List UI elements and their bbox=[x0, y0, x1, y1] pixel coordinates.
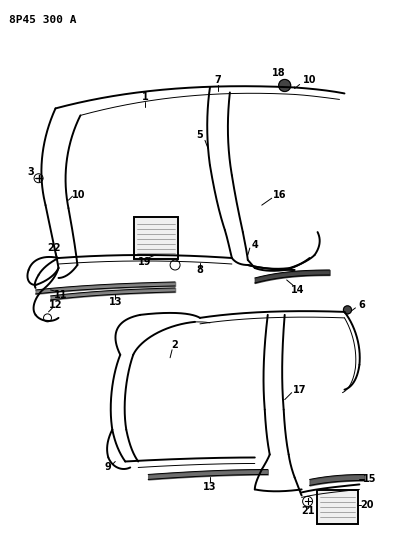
Text: 18: 18 bbox=[272, 68, 286, 77]
Circle shape bbox=[343, 306, 351, 314]
Text: 2: 2 bbox=[172, 340, 178, 350]
Text: 21: 21 bbox=[301, 506, 314, 516]
Text: 20: 20 bbox=[361, 500, 374, 511]
Text: 9: 9 bbox=[105, 463, 112, 472]
Text: 10: 10 bbox=[72, 190, 85, 200]
Text: 17: 17 bbox=[293, 385, 307, 394]
Text: 22: 22 bbox=[47, 243, 60, 253]
Text: 4: 4 bbox=[252, 240, 258, 250]
Text: 3: 3 bbox=[27, 167, 34, 177]
Text: 8: 8 bbox=[196, 265, 204, 275]
Text: 1: 1 bbox=[142, 92, 149, 102]
FancyBboxPatch shape bbox=[134, 217, 178, 259]
Text: 13: 13 bbox=[108, 297, 122, 307]
Text: 15: 15 bbox=[363, 474, 376, 484]
Text: 16: 16 bbox=[273, 190, 286, 200]
Text: 11: 11 bbox=[54, 290, 67, 300]
Text: 12: 12 bbox=[49, 300, 62, 310]
Text: 19: 19 bbox=[138, 257, 152, 267]
Text: 7: 7 bbox=[215, 76, 221, 85]
Circle shape bbox=[279, 79, 291, 92]
Text: 14: 14 bbox=[291, 285, 305, 295]
Text: 10: 10 bbox=[303, 76, 316, 85]
Text: 8P45 300 A: 8P45 300 A bbox=[9, 15, 76, 25]
Text: 13: 13 bbox=[203, 482, 217, 492]
Text: 6: 6 bbox=[358, 300, 365, 310]
Text: 5: 5 bbox=[196, 131, 203, 140]
FancyBboxPatch shape bbox=[317, 490, 358, 524]
